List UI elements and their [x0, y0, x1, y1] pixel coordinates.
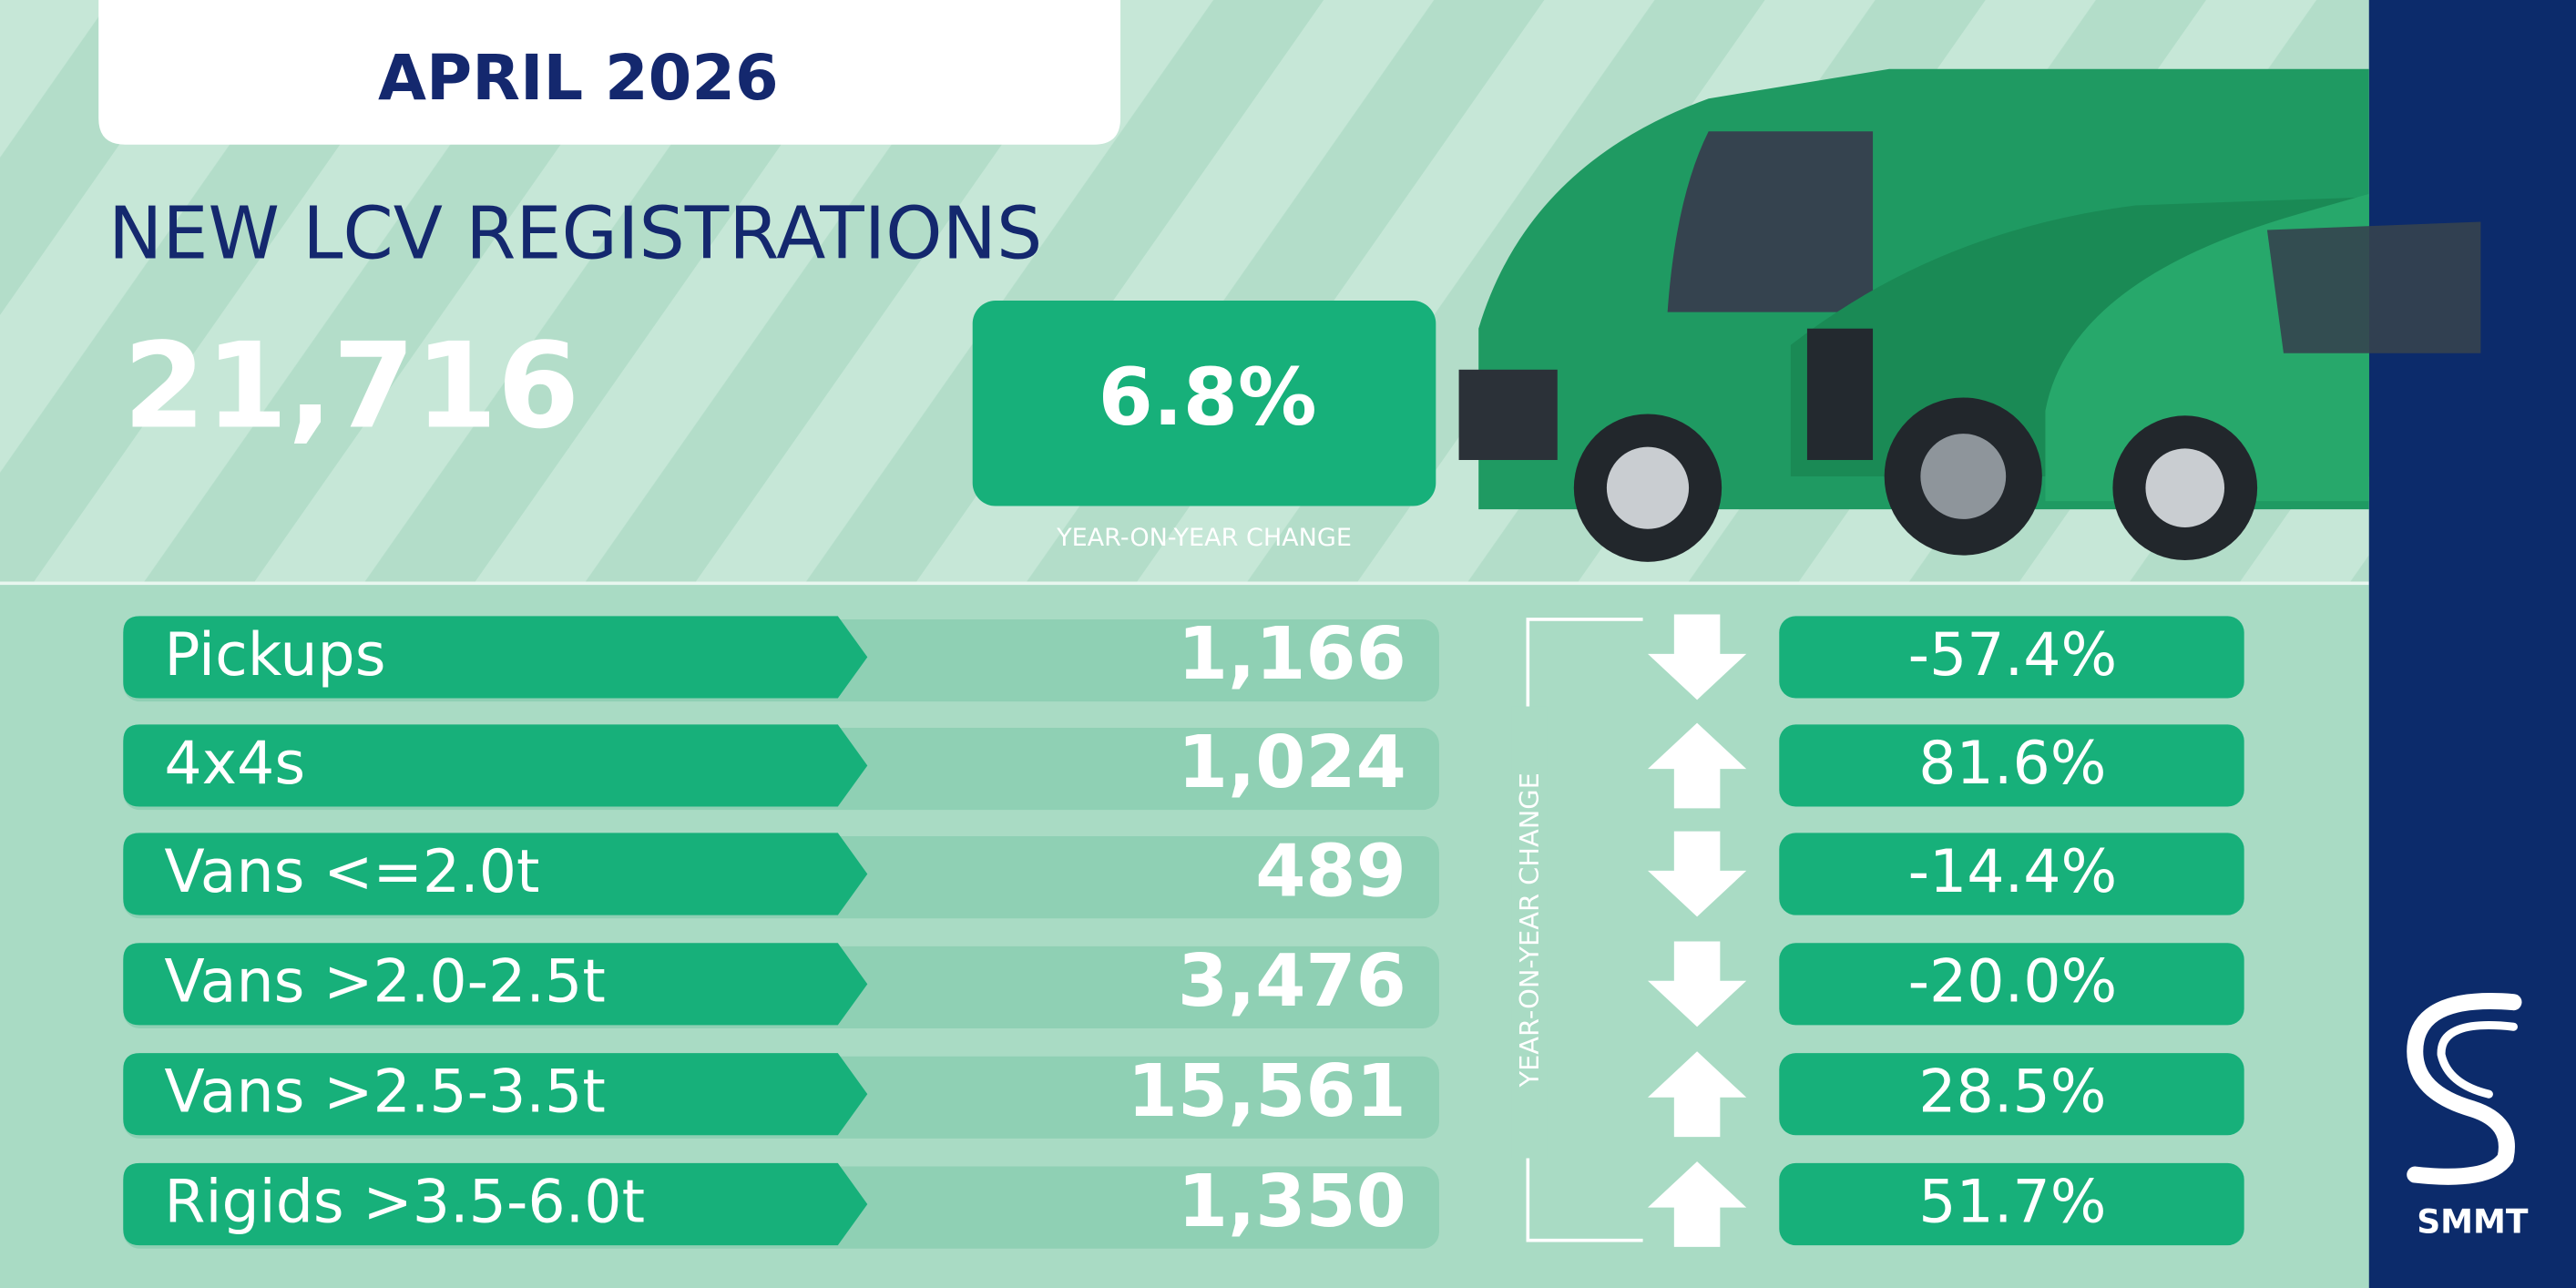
- row: 4x4s 1,024 81.6%: [123, 720, 2244, 811]
- arrow-up: [1647, 722, 1747, 809]
- title: APRIL 2026: [378, 42, 779, 115]
- change-box: [972, 301, 1436, 506]
- logo-text: SMMT: [2417, 1203, 2529, 1242]
- arrow-down: [1647, 614, 1747, 700]
- bracket-gap: [1511, 706, 1548, 1159]
- arrow-up: [1647, 1051, 1747, 1138]
- row-label: Pickups: [164, 621, 385, 690]
- change-box: [1779, 833, 2244, 915]
- row-change: -57.4%: [1908, 621, 2118, 690]
- row: Vans <=2.0t 489 -14.4%: [123, 828, 2244, 919]
- label-box: [123, 1162, 868, 1246]
- total: 21,716: [123, 316, 579, 455]
- row-label: Rigids >3.5-6.0t: [164, 1168, 645, 1236]
- side-band: [2368, 0, 2576, 1288]
- row-label: 4x4s: [164, 730, 305, 798]
- logo: SMMT: [2407, 993, 2529, 1242]
- row-label: Vans >2.5-3.5t: [164, 1058, 605, 1127]
- row: Vans >2.0-2.5t 3,476 -20.0%: [123, 938, 2244, 1029]
- row-value: 1,024: [1178, 720, 1406, 804]
- row-label: Vans >2.0-2.5t: [164, 948, 605, 1017]
- change-label: YEAR-ON-YEAR CHANGE: [1056, 524, 1352, 552]
- change-box: [1779, 616, 2244, 699]
- row-change: 81.6%: [1918, 730, 2106, 798]
- row-change: 51.7%: [1918, 1168, 2106, 1236]
- change-box: [1779, 1053, 2244, 1136]
- row: Rigids >3.5-6.0t 1,350 51.7%: [123, 1159, 2244, 1249]
- row-change: -20.0%: [1908, 948, 2118, 1017]
- label-box: [123, 1053, 868, 1136]
- label-box: [123, 616, 868, 699]
- change-box: [1779, 724, 2244, 807]
- label-box: [123, 943, 868, 1026]
- side-label: YEAR-ON-YEAR CHANGE: [1514, 772, 1545, 1088]
- row-change: -14.4%: [1908, 838, 2118, 906]
- label-box: [123, 833, 868, 915]
- row-label: Vans <=2.0t: [164, 838, 539, 906]
- row-value: 489: [1255, 828, 1406, 913]
- row-change: 28.5%: [1918, 1058, 2106, 1127]
- arrow-up: [1647, 1161, 1747, 1247]
- row-value: 15,561: [1128, 1048, 1406, 1133]
- row: Vans >2.5-3.5t 15,561 28.5%: [123, 1048, 2244, 1139]
- arrow-down: [1647, 941, 1747, 1027]
- row-value: 3,476: [1178, 938, 1406, 1023]
- row-value: 1,350: [1178, 1159, 1406, 1243]
- heading: NEW LCV REGISTRATIONS: [108, 190, 1042, 275]
- title-box: [98, 0, 1121, 145]
- change-box: [1779, 943, 2244, 1026]
- rows: Pickups 1,166 -57.4% 4x4s 1,024 81.6% Vans <=2…: [123, 611, 2244, 1249]
- row-value: 1,166: [1178, 611, 1406, 696]
- change-box: [1779, 1162, 2244, 1246]
- vans-illustration: [1458, 68, 2481, 562]
- label-box: [123, 724, 868, 807]
- change: 6.8%: [1099, 353, 1317, 444]
- arrow-down: [1647, 831, 1747, 917]
- row: Pickups 1,166 -57.4%: [123, 611, 2244, 702]
